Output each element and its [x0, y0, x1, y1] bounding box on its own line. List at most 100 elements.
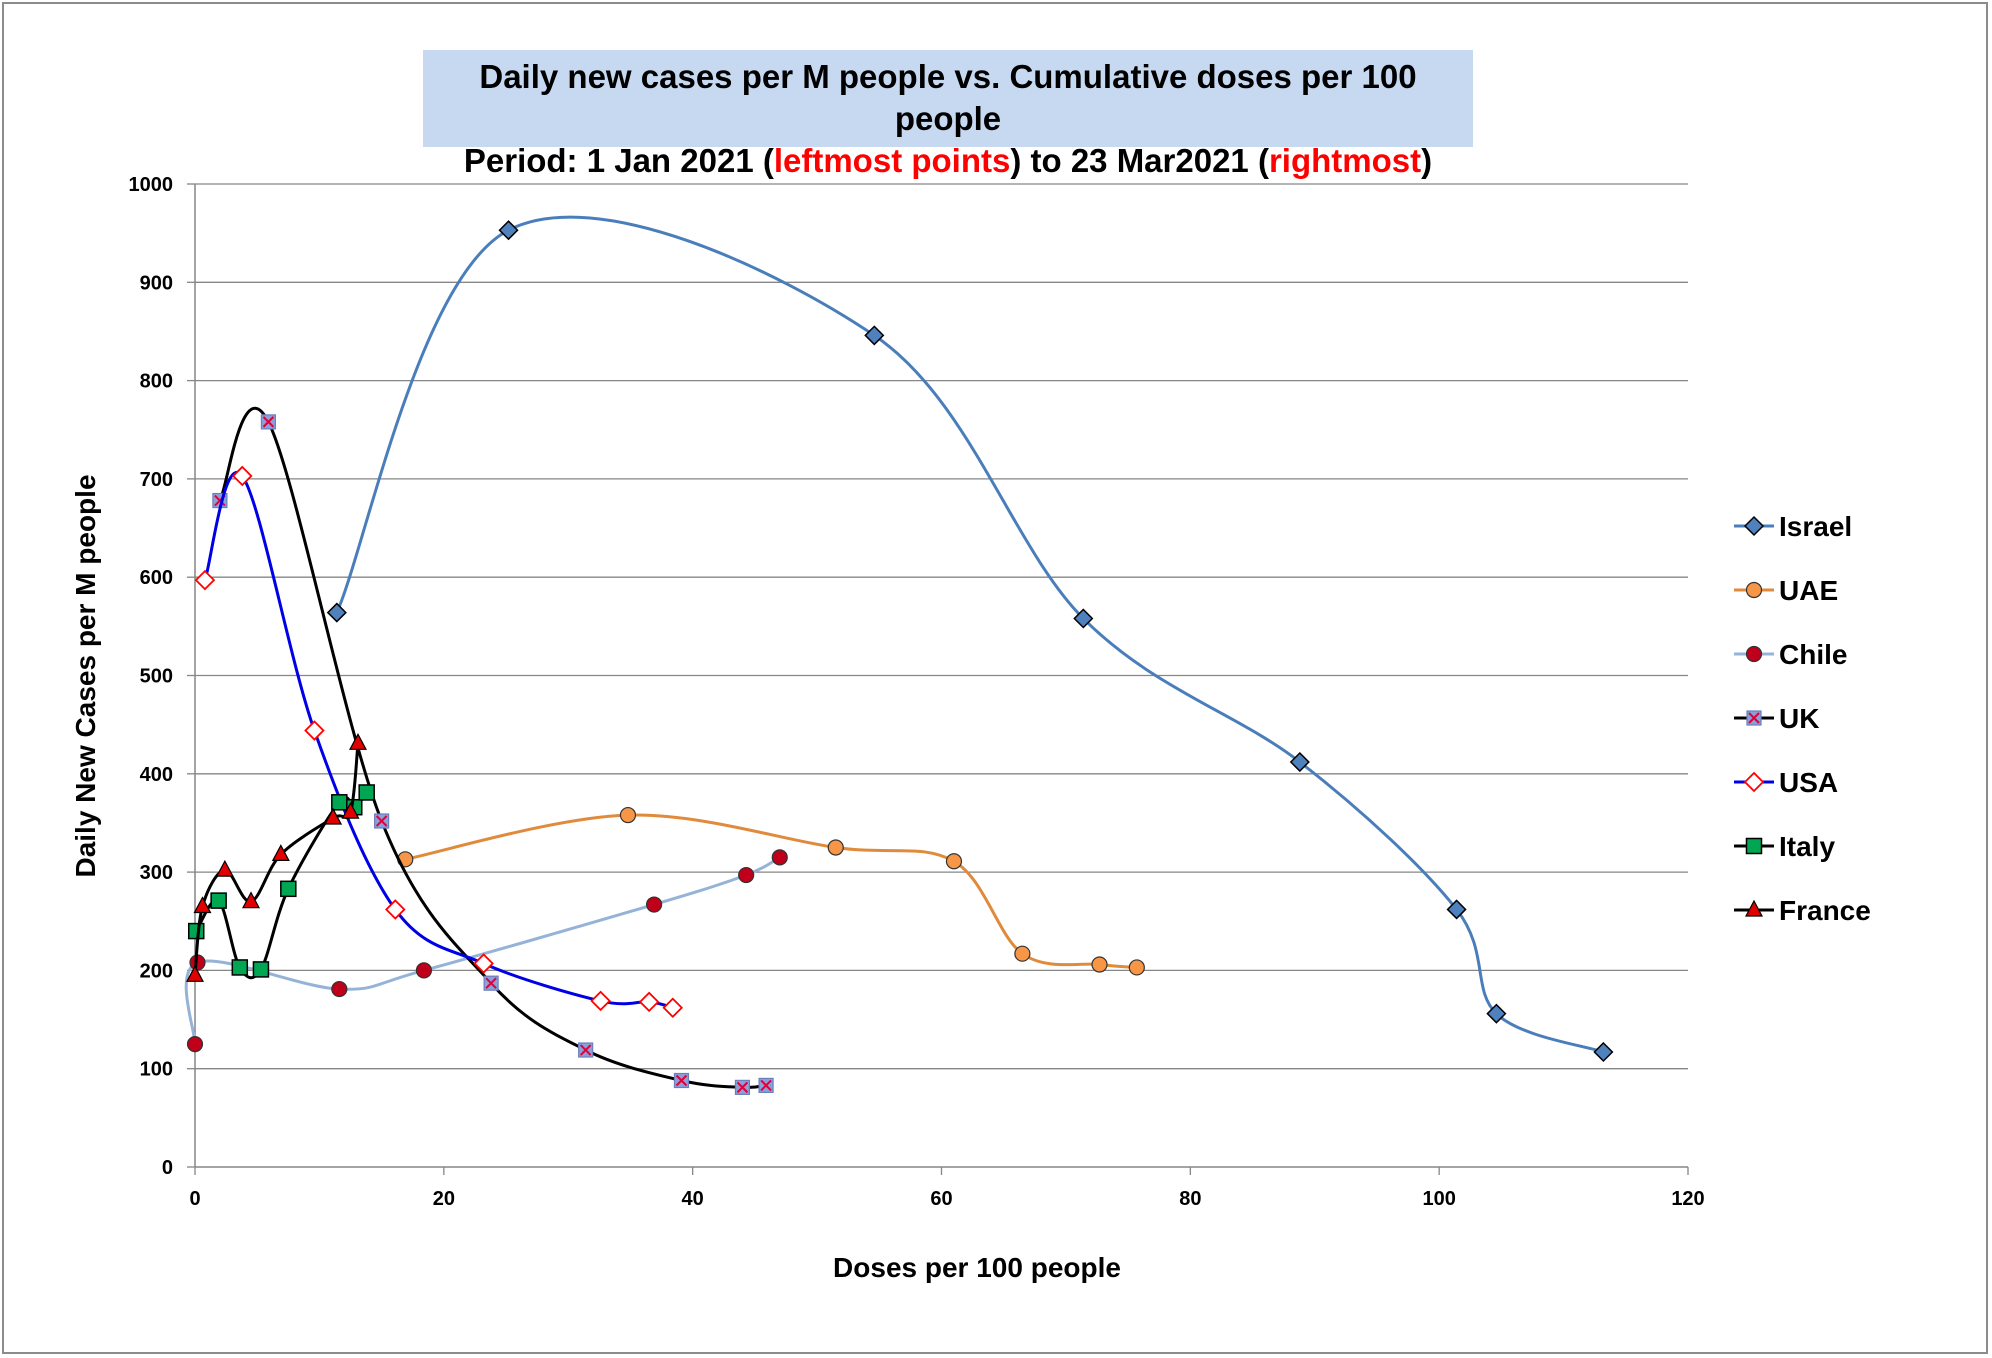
- data-point-chile: [186, 1036, 204, 1053]
- title-period-mid: ) to 23 Mar2021 (: [1010, 142, 1269, 179]
- data-point-uk: [734, 1079, 751, 1095]
- data-point-israel: [498, 220, 519, 241]
- data-point-italy: [331, 794, 348, 811]
- axes: 0 100 200 300 400 500 600 700 800 900 1000 0 20 40 60 8…: [129, 174, 1705, 1210]
- y-tick-label: 400: [140, 764, 173, 786]
- chart-title-line2: Period: 1 Jan 2021 (leftmost points) to …: [423, 140, 1473, 182]
- data-point-israel: [1593, 1041, 1614, 1063]
- x-tick-label: 40: [682, 1188, 704, 1210]
- data-point-france: [341, 801, 360, 819]
- title-period-prefix: Period: 1 Jan 2021 (: [463, 142, 774, 179]
- legend: Israel UAE Chile UK USA Italy France: [1734, 511, 1871, 926]
- data-point-israel: [1289, 751, 1310, 773]
- data-point-israel: [1486, 1003, 1507, 1024]
- series-france: [186, 733, 367, 982]
- data-point-chile: [771, 849, 788, 866]
- y-axis-title: Daily New Cases per M people: [70, 474, 101, 877]
- data-point-italy: [280, 880, 297, 898]
- data-point-uk: [673, 1072, 690, 1089]
- legend-item-israel: Israel: [1734, 511, 1852, 542]
- data-point-usa: [232, 465, 253, 487]
- x-tick-label: 0: [189, 1188, 200, 1210]
- legend-item-chile: Chile: [1734, 639, 1847, 670]
- series-line-israel: [335, 215, 1604, 1054]
- legend-item-usa: USA: [1734, 767, 1838, 798]
- data-point-uk: [578, 1042, 594, 1058]
- data-point-uae: [1091, 956, 1108, 973]
- data-point-france: [348, 733, 367, 750]
- data-point-italy: [187, 922, 205, 940]
- y-tick-label: 100: [140, 1059, 173, 1081]
- data-point-uae: [827, 839, 844, 856]
- data-point-italy: [231, 959, 249, 976]
- y-tick-label: 600: [140, 567, 173, 589]
- legend-marker-uae: [1745, 581, 1763, 599]
- data-point-france: [271, 844, 290, 862]
- data-point-usa: [590, 990, 611, 1012]
- data-point-usa: [194, 569, 216, 591]
- y-tick-label: 900: [140, 272, 173, 294]
- legend-item-uae: UAE: [1734, 575, 1838, 606]
- chart-title-line1: Daily new cases per M people vs. Cumulat…: [479, 58, 1417, 137]
- data-point-uae: [619, 806, 637, 824]
- data-point-chile: [738, 866, 755, 884]
- legend-label-italy: Italy: [1779, 831, 1835, 862]
- title-rightmost-label: rightmost: [1268, 142, 1422, 179]
- x-tick-label: 80: [1179, 1188, 1201, 1210]
- data-point-chile: [415, 962, 433, 979]
- data-point-uae: [945, 853, 963, 870]
- data-point-israel: [326, 602, 347, 623]
- y-tick-label: 300: [140, 862, 173, 884]
- legend-marker-italy: [1745, 837, 1763, 855]
- data-point-israel: [864, 325, 885, 346]
- data-point-france: [193, 896, 212, 914]
- data-point-uk: [260, 414, 277, 430]
- series-uk: [212, 407, 774, 1095]
- legend-item-italy: Italy: [1734, 831, 1835, 862]
- y-tick-label: 1000: [129, 174, 174, 196]
- data-point-usa: [385, 899, 406, 920]
- data-point-usa: [662, 997, 684, 1019]
- data-point-israel: [1446, 899, 1467, 920]
- data-point-italy: [210, 892, 227, 909]
- legend-marker-france: [1745, 899, 1763, 917]
- data-point-italy: [252, 961, 270, 978]
- y-tick-label: 500: [140, 666, 173, 688]
- series-line-uae: [405, 813, 1137, 969]
- data-point-usa: [638, 991, 660, 1013]
- series-chile: [184, 849, 788, 1053]
- data-point-uae: [1128, 959, 1145, 976]
- x-tick-label: 100: [1422, 1188, 1455, 1210]
- series-layer: [184, 215, 1614, 1095]
- chart-title: Daily new cases per M people vs. Cumulat…: [423, 50, 1473, 179]
- data-point-chile: [645, 896, 663, 913]
- legend-label-uae: UAE: [1779, 575, 1838, 606]
- y-tick-label: 200: [140, 960, 173, 982]
- data-point-france: [324, 807, 343, 825]
- data-point-france: [241, 891, 260, 909]
- legend-label-israel: Israel: [1779, 511, 1852, 542]
- y-tick-label: 700: [140, 469, 173, 491]
- legend-label-usa: USA: [1779, 767, 1838, 798]
- data-point-israel: [1073, 608, 1094, 629]
- title-leftmost-label: leftmost points: [773, 142, 1011, 179]
- legend-marker-chile: [1745, 645, 1763, 663]
- gridlines: [195, 183, 1688, 1070]
- legend-marker-israel: [1743, 515, 1765, 537]
- x-tick-label: 20: [433, 1188, 455, 1210]
- series-uae: [397, 806, 1145, 976]
- data-point-uk: [374, 813, 390, 829]
- x-tick-label: 120: [1671, 1188, 1704, 1210]
- y-tick-label: 800: [140, 371, 173, 393]
- legend-label-uk: UK: [1779, 703, 1819, 734]
- legend-marker-usa: [1743, 771, 1765, 793]
- data-point-italy: [358, 784, 375, 801]
- legend-label-chile: Chile: [1779, 639, 1847, 670]
- series-israel: [326, 215, 1614, 1063]
- data-point-chile: [331, 980, 348, 998]
- data-point-uk: [758, 1077, 774, 1094]
- series-usa: [194, 465, 684, 1019]
- legend-item-uk: UK: [1734, 703, 1819, 734]
